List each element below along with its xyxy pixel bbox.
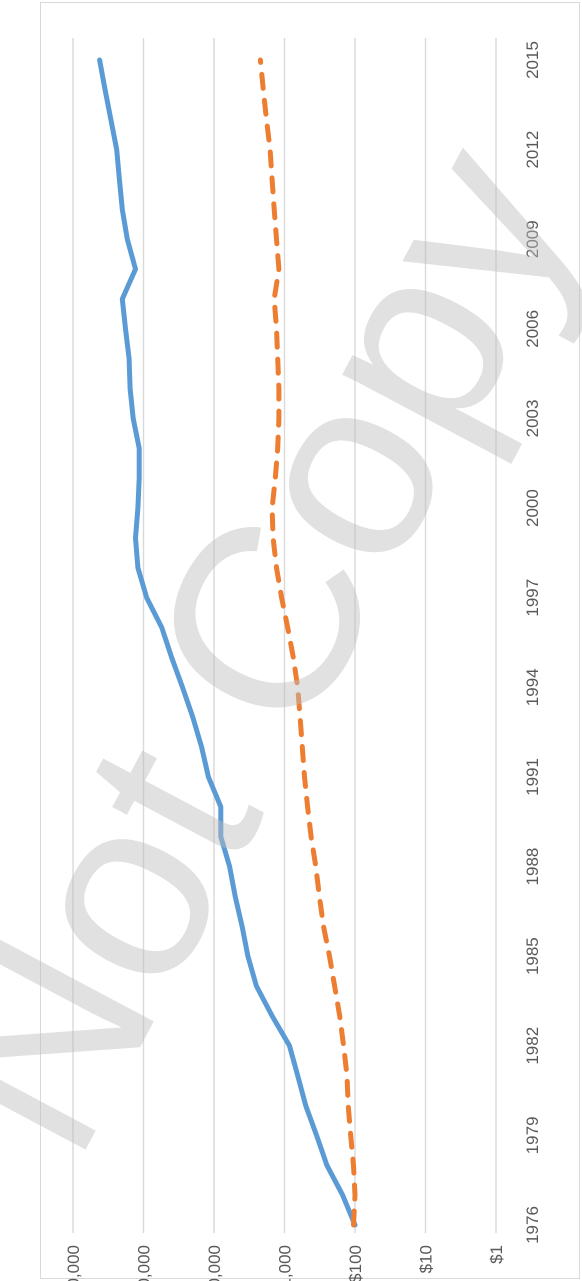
x-tick-label: 1982 <box>523 1027 542 1065</box>
x-tick-label: 2000 <box>523 489 542 527</box>
x-tick-label: 2009 <box>523 220 542 258</box>
y-tick-label: $100,000 <box>135 1245 154 1281</box>
x-tick-label: 1988 <box>523 848 542 886</box>
x-tick-label: 1976 <box>523 1206 542 1244</box>
series-line-2 <box>257 57 358 1228</box>
chart-border <box>40 2 580 1279</box>
x-tick-label: 1985 <box>523 937 542 975</box>
y-tick-label: $10,000 <box>205 1245 224 1281</box>
x-tick-label: 2012 <box>523 131 542 169</box>
series-line-1 <box>97 57 358 1228</box>
x-tick-label: 1994 <box>523 668 542 706</box>
x-tick-label: 2003 <box>523 400 542 438</box>
y-tick-label: $1,000 <box>276 1245 295 1281</box>
gridlines <box>72 38 497 1233</box>
x-tick-label: 1991 <box>523 758 542 796</box>
tick-labels: $1 $10 $100 $1,000 $10,000 $100,000 $1,000,000… <box>64 41 542 1281</box>
y-tick-label: $1 <box>487 1245 506 1264</box>
x-tick-label: 1979 <box>523 1116 542 1154</box>
y-tick-label: $1,000,000 <box>64 1245 83 1281</box>
x-tick-label: 2015 <box>523 41 542 79</box>
y-tick-label: $100 <box>346 1245 365 1281</box>
series-lines <box>97 57 358 1228</box>
x-tick-label: 2006 <box>523 310 542 348</box>
x-tick-label: 1997 <box>523 579 542 617</box>
y-tick-label: $10 <box>417 1245 436 1273</box>
